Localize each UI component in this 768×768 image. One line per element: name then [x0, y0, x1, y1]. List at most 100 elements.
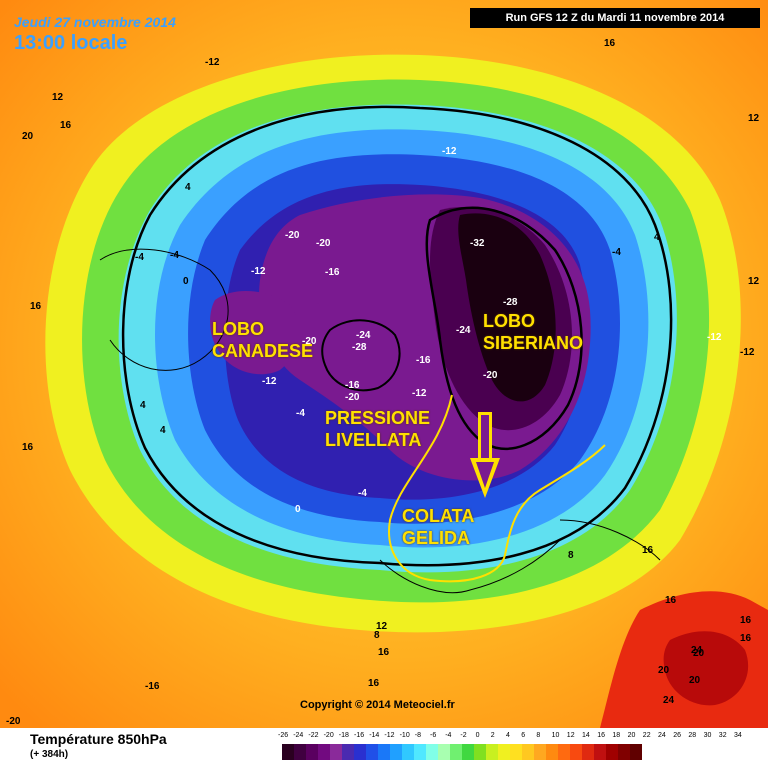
isotherm-value-label: -32 — [470, 238, 485, 249]
forecast-lead-time: (+ 384h) — [30, 749, 69, 760]
colorbar-swatch — [606, 744, 618, 760]
colorbar-swatch — [450, 744, 462, 760]
isotherm-value-label: -12 — [740, 347, 755, 358]
colorbar-tick: 16 — [597, 732, 605, 739]
label-level-pressure: PRESSIONE LIVELLATA — [325, 408, 431, 450]
isotherm-value-label: 24 — [691, 645, 703, 656]
isotherm-value-label: 16 — [604, 38, 616, 49]
contour-line-outer — [121, 105, 673, 567]
isotherm-value-label: 16 — [740, 615, 752, 626]
isotherm-value-label: 16 — [368, 678, 380, 689]
isotherm-value-label: 20 — [693, 648, 705, 659]
colorbar-tick: 24 — [658, 732, 666, 739]
copyright-text: Copyright © 2014 Meteociel.fr — [300, 699, 455, 711]
colorbar-tick: 22 — [642, 732, 651, 739]
isotherm-value-label: -16 — [416, 355, 431, 366]
isotherm-value-label: 16 — [642, 545, 654, 556]
colorbar-tick: 32 — [718, 732, 727, 739]
isotherm-value-label: 24 — [663, 695, 675, 706]
run-info-box: Run GFS 12 Z du Mardi 11 novembre 2014 — [470, 8, 760, 28]
colorbar-swatch — [378, 744, 390, 760]
isotherm-value-label: -4 — [296, 408, 305, 419]
colorbar-swatch — [498, 744, 510, 760]
isotherm-value-label: -4 — [170, 250, 179, 261]
isotherm-value-label: 16 — [378, 647, 390, 658]
isotherm-value-label: -4 — [358, 488, 367, 499]
colorbar-tick: 14 — [582, 732, 590, 739]
isotherm-value-label: -12 — [262, 376, 277, 387]
colorbar-swatch — [462, 744, 474, 760]
isotherm-value-label: 8 — [374, 630, 380, 641]
isotherm-value-label: 16 — [22, 442, 34, 453]
isotherm-value-label: 12 — [376, 621, 388, 632]
colorbar-tick: 12 — [566, 732, 575, 739]
colorbar — [282, 744, 642, 760]
colorbar-tick: -12 — [384, 732, 395, 739]
isotherm-value-label: -12 — [251, 266, 266, 277]
isotherm-value-label: 20 — [22, 131, 34, 142]
isotherm-value-label: -4 — [135, 252, 144, 263]
colorbar-swatch — [426, 744, 438, 760]
isotherm-value-label: 8 — [568, 550, 574, 561]
coastline — [99, 248, 661, 594]
colorbar-swatch — [522, 744, 534, 760]
colorbar-swatch — [318, 744, 330, 760]
colorbar-swatch — [486, 744, 498, 760]
isotherm-value-label: -12 — [707, 332, 722, 343]
colorbar-swatch — [366, 744, 378, 760]
isotherm-value-label: -20 — [302, 336, 317, 347]
isotherm-value-label: 16 — [665, 595, 677, 606]
isotherm-value-label: -20 — [316, 238, 331, 249]
isotherm-value-label: 20 — [658, 665, 670, 676]
cold-core-canada — [210, 290, 299, 375]
isotherm-value-label: 16 — [30, 301, 42, 312]
isotherm-value-label: 12 — [52, 92, 64, 103]
colorbar-tick: -18 — [338, 732, 349, 739]
colorbar-tick: 30 — [703, 732, 712, 739]
isotherm-value-label: -4 — [612, 247, 621, 258]
warm-area-deepred — [663, 631, 749, 706]
pressure-line — [388, 394, 606, 583]
label-cold-outbreak: COLATA GELIDA — [402, 506, 475, 548]
isotherm-value-label: 4 — [654, 232, 660, 243]
cold-arrow — [470, 412, 500, 498]
isotherm-value-label: -16 — [325, 267, 340, 278]
colorbar-swatch — [510, 744, 522, 760]
isotherm-value-label: -20 — [483, 370, 498, 381]
isotherm-value-label: 4 — [140, 400, 146, 411]
isotherm-value-label: -20 — [345, 392, 360, 403]
colorbar-tick: -16 — [354, 732, 365, 739]
colorbar-tick: 6 — [521, 732, 526, 739]
colorbar-swatch — [570, 744, 582, 760]
colorbar-tick: -24 — [293, 732, 304, 739]
colorbar-swatch — [438, 744, 450, 760]
isotherm-value-label: 0 — [183, 276, 189, 287]
isotherm-value-label: -28 — [503, 297, 518, 308]
isotherm-value-label: -20 — [285, 230, 300, 241]
cold-core-black — [458, 213, 556, 402]
colorbar-swatch — [618, 744, 630, 760]
isotherm-value-label: 12 — [748, 113, 760, 124]
forecast-local-time: 13:00 locale — [14, 32, 128, 54]
colorbar-swatch — [534, 744, 546, 760]
colorbar-tick: -4 — [445, 732, 452, 739]
colorbar-swatch — [402, 744, 414, 760]
isotherm-value-label: 16 — [60, 120, 72, 131]
colorbar-swatch — [330, 744, 342, 760]
colorbar-tick: -26 — [278, 732, 289, 739]
isotherm-value-label: 12 — [748, 276, 760, 287]
colorbar-tick: 8 — [536, 732, 541, 739]
isotherm-value-label: -16 — [145, 681, 160, 692]
isotherm-value-label: -16 — [345, 380, 360, 391]
colorbar-swatch — [306, 744, 318, 760]
colorbar-tick: 20 — [627, 732, 636, 739]
colorbar-swatch — [294, 744, 306, 760]
colorbar-swatch — [558, 744, 570, 760]
isotherm-value-label: -24 — [356, 330, 371, 341]
isotherm-value-label: 0 — [295, 504, 301, 515]
contour-line-canada — [321, 319, 401, 392]
colorbar-tick: -22 — [308, 732, 319, 739]
colorbar-swatch — [354, 744, 366, 760]
contour-line-core — [425, 206, 583, 451]
label-canadian-lobe: LOBO CANADESE — [212, 319, 314, 361]
